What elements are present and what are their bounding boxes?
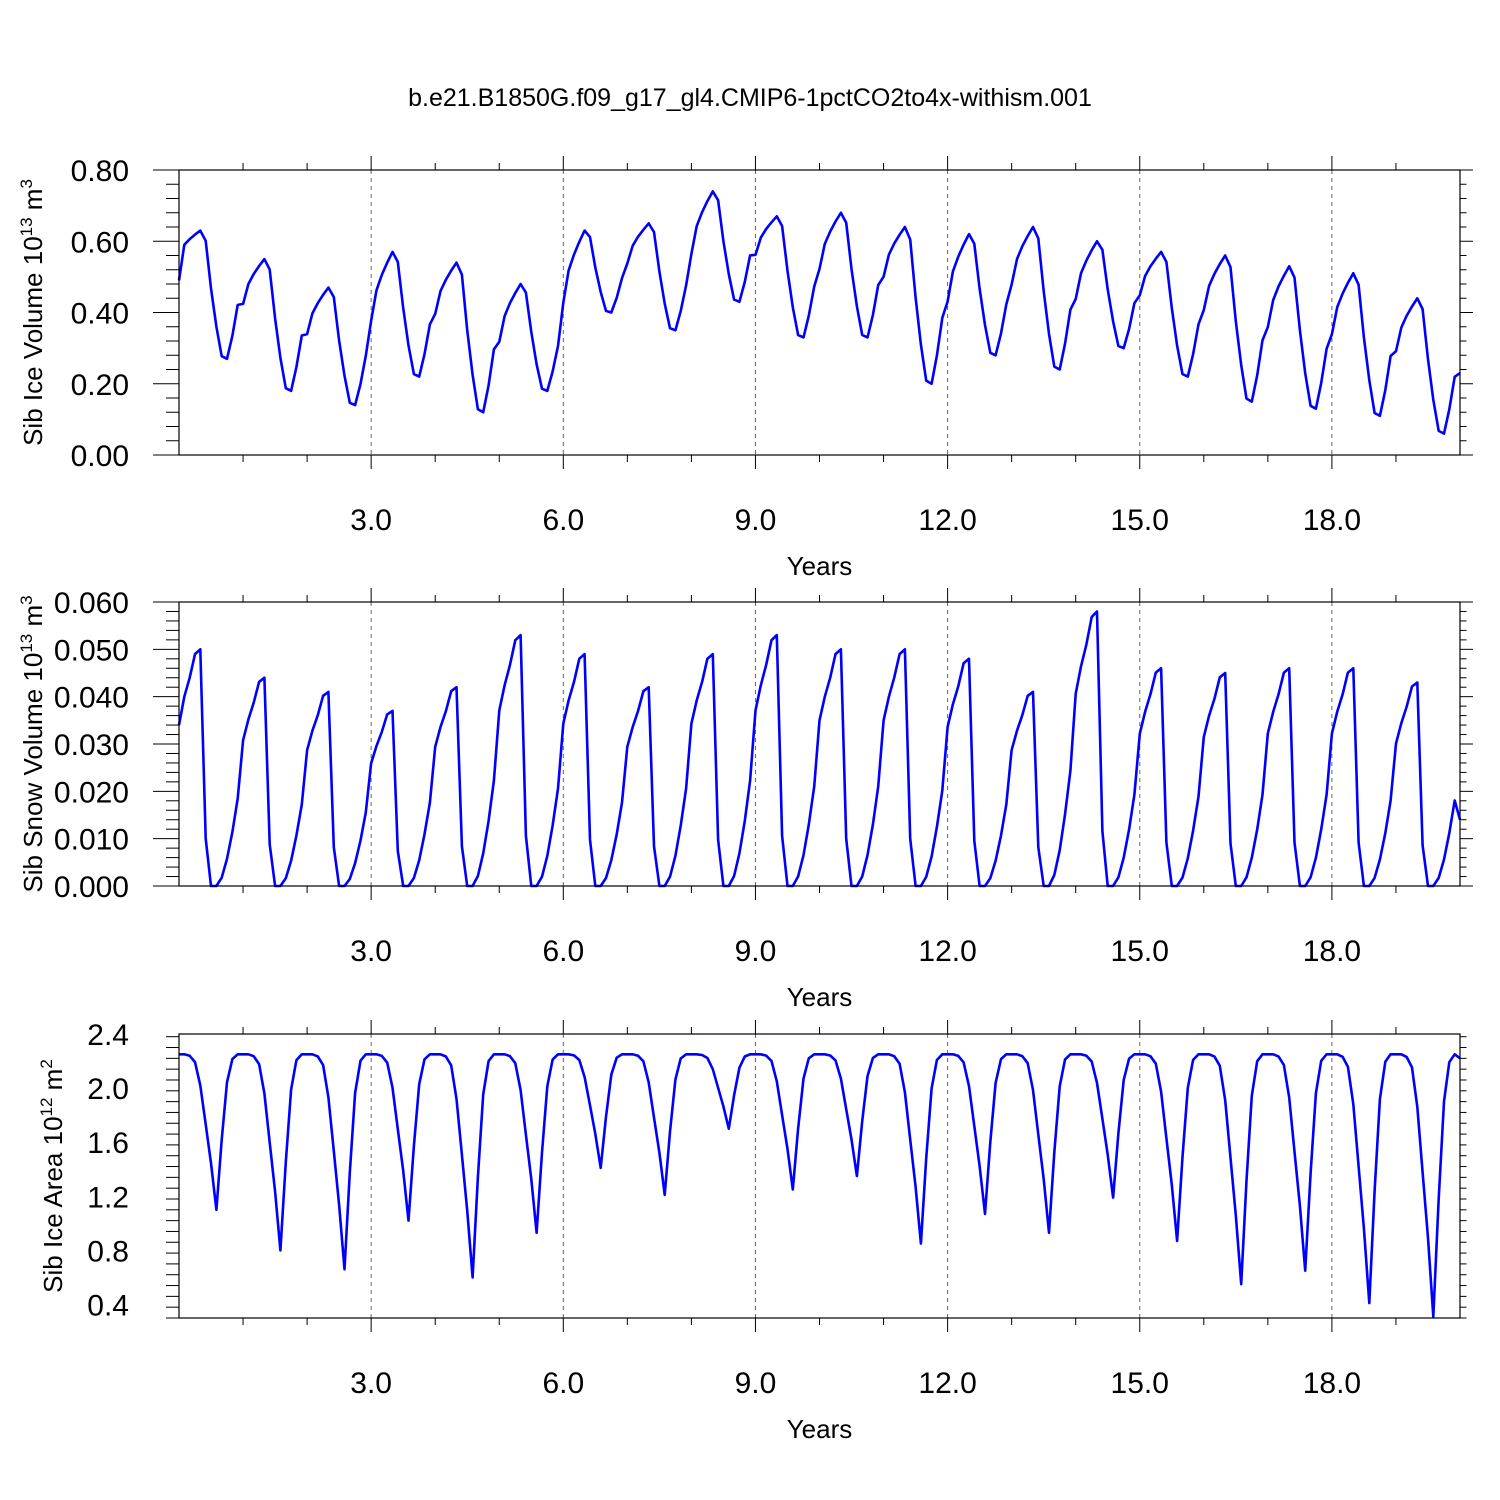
y-tick-label: 0.030 [54, 729, 129, 762]
x-tick-label: 15.0 [1111, 1367, 1169, 1400]
figure-title: b.e21.B1850G.f09_g17_gl4.CMIP6-1pctCO2to… [408, 84, 1092, 112]
x-tick-label: 15.0 [1111, 504, 1169, 537]
x-axis-label: Years [787, 551, 853, 581]
y-tick-label: 0.60 [71, 226, 129, 259]
y-axis-label: Sib Ice Volume 1013 m3 [17, 179, 48, 446]
x-tick-label: 18.0 [1303, 504, 1361, 537]
x-tick-label: 18.0 [1303, 935, 1361, 968]
x-tick-label: 12.0 [918, 504, 976, 537]
panel-1: 0.00 0.20 0.40 0.60 0.80 3.0 6.0 9.0 12.0 15.0 18.… [17, 155, 1473, 581]
x-tick-label: 6.0 [542, 935, 584, 968]
plot-frame [178, 1033, 1461, 1319]
panel-3: 0.4 0.8 1.2 1.6 2.0 2.4 3.0 6.0 9.0 12.0 15.0 18.0 Y… [37, 1019, 1467, 1444]
x-axis-label: Years [787, 1414, 853, 1444]
x-tick-label: 18.0 [1303, 1367, 1361, 1400]
x-tick-label: 3.0 [350, 504, 392, 537]
y-tick-label: 1.6 [87, 1127, 129, 1160]
plot-frame [178, 169, 1461, 456]
x-tick-label: 12.0 [918, 935, 976, 968]
y-tick-label: 0.000 [54, 871, 129, 904]
y-tick-label: 0.060 [54, 587, 129, 620]
panel-2: 0.000 0.010 0.020 0.030 0.040 0.050 0.060 3.0 6.… [17, 587, 1473, 1012]
y-axis-label: Sib Snow Volume 1013 m3 [17, 595, 48, 892]
y-tick-label: 0.010 [54, 824, 129, 857]
x-tick-label: 3.0 [350, 1367, 392, 1400]
y-tick-label: 0.00 [71, 440, 129, 473]
y-tick-label: 0.80 [71, 155, 129, 188]
x-tick-label: 9.0 [735, 504, 777, 537]
x-axis-label: Years [787, 982, 853, 1012]
y-tick-label: 0.8 [87, 1235, 129, 1268]
series-line [179, 1053, 1461, 1318]
y-tick-label: 0.040 [54, 682, 129, 715]
y-tick-label: 2.4 [87, 1019, 129, 1052]
y-tick-label: 2.0 [87, 1073, 129, 1106]
y-axis-label: Sib Ice Area 1012 m2 [37, 1059, 68, 1293]
x-tick-label: 6.0 [542, 1367, 584, 1400]
y-tick-label: 0.20 [71, 369, 129, 402]
y-tick-label: 0.050 [54, 634, 129, 667]
y-tick-label: 0.40 [71, 298, 129, 331]
plot-frame [178, 601, 1461, 887]
y-tick-label: 0.4 [87, 1289, 129, 1322]
x-tick-label: 12.0 [918, 1367, 976, 1400]
x-tick-label: 6.0 [542, 504, 584, 537]
y-tick-label: 1.2 [87, 1181, 129, 1214]
x-tick-label: 9.0 [735, 1367, 777, 1400]
x-tick-label: 15.0 [1111, 935, 1169, 968]
x-tick-label: 3.0 [350, 935, 392, 968]
series-line [177, 610, 1462, 888]
x-tick-label: 9.0 [735, 935, 777, 968]
series-line [177, 190, 1461, 435]
y-tick-label: 0.020 [54, 776, 129, 809]
